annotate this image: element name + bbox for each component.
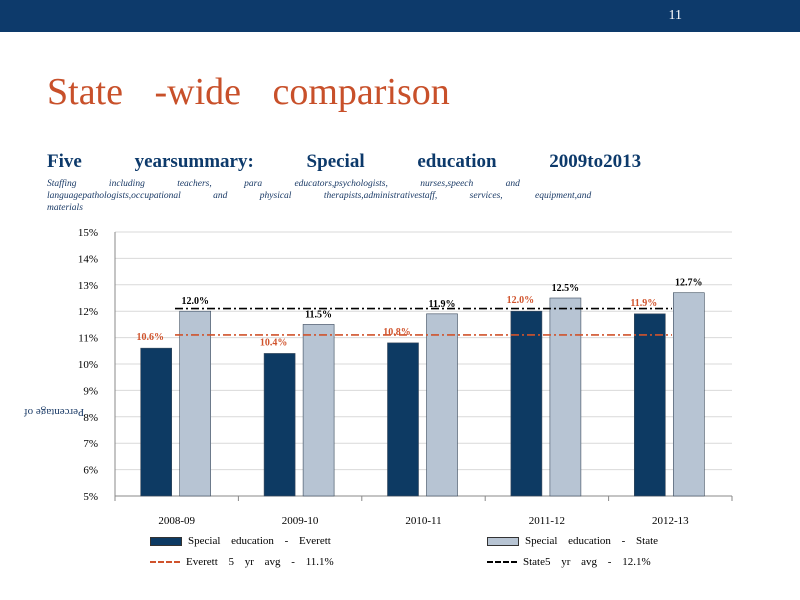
legend-everett-label: Special education - Everett	[188, 535, 331, 547]
y-tick-label: 13%	[78, 280, 98, 292]
y-tick-label: 9%	[83, 385, 98, 397]
data-label-everett: 11.9%	[630, 298, 657, 309]
chart-subtitle: Five yearsummary: Special education 2009…	[47, 151, 642, 172]
legend-everett-swatch	[150, 536, 182, 546]
x-tick-label: 2011-12	[529, 515, 565, 527]
header-bar: 11	[0, 0, 800, 32]
bar-everett	[140, 347, 172, 497]
y-tick-label: 12%	[78, 306, 98, 318]
data-label-everett: 10.4%	[260, 337, 288, 348]
bar-everett	[510, 310, 543, 497]
bar-state	[672, 292, 705, 497]
bar-everett	[263, 353, 296, 497]
y-tick-label: 8%	[83, 412, 98, 424]
data-label-state: 12.0%	[181, 296, 209, 307]
y-tick-label: 10%	[78, 359, 98, 371]
legend-state: Special education - State	[487, 535, 658, 547]
bar-everett	[387, 342, 419, 497]
y-tick-label: 14%	[78, 253, 98, 265]
bar-state	[549, 297, 582, 497]
y-tick-label: 11%	[78, 333, 98, 345]
legend-everett-avg: Everett 5 yr avg - 11.1%	[150, 556, 334, 568]
legend-state-label: Special education - State	[525, 535, 659, 547]
bar-state	[426, 313, 458, 497]
data-label-state: 12.5%	[552, 283, 580, 294]
x-tick-label: 2010-11	[405, 515, 441, 527]
bar-state	[302, 324, 335, 497]
slide-title: State -wide comparison	[47, 71, 450, 113]
legend-everett: Special education - Everett	[150, 535, 331, 547]
y-tick-label: 7%	[83, 438, 98, 450]
page-number: 11	[668, 8, 682, 23]
legend-state-avg: State5 yr avg - 12.1%	[487, 556, 651, 568]
legend-state-swatch	[487, 536, 519, 546]
data-label-everett: 10.6%	[136, 332, 164, 343]
x-tick-label: 2009-10	[282, 515, 319, 527]
y-tick-label: 6%	[83, 465, 98, 477]
bar-everett	[633, 313, 666, 497]
x-tick-label: 2012-13	[652, 515, 689, 527]
legend-everett-avg-label: Everett 5 yr avg - 11.1%	[186, 556, 334, 568]
legend-state-avg-label: State5 yr avg - 12.1%	[523, 556, 651, 568]
data-label-everett: 10.8%	[383, 327, 411, 338]
y-tick-label: 15%	[78, 227, 98, 239]
legend-everett-avg-swatch	[150, 561, 180, 564]
data-label-state: 11.9%	[429, 299, 456, 310]
data-label-state: 11.5%	[305, 309, 332, 320]
y-tick-label: 5%	[83, 491, 98, 503]
legend-state-avg-swatch	[487, 561, 517, 564]
y-axis-label: Percentage of	[24, 406, 85, 418]
x-tick-label: 2008-09	[158, 515, 195, 527]
bar-state	[179, 310, 211, 497]
data-label-state: 12.7%	[675, 278, 703, 289]
data-label-everett: 12.0%	[507, 295, 535, 306]
chart-description: Staffing including teachers, para educat…	[47, 179, 592, 213]
